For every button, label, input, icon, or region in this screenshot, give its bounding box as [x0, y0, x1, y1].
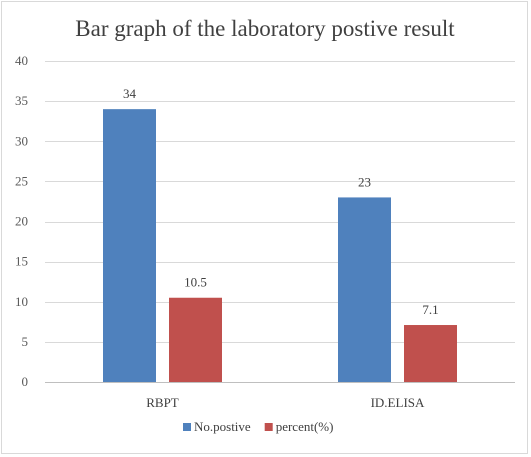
y-tick-label: 5	[22, 334, 29, 349]
y-tick-label: 15	[15, 254, 28, 269]
y-tick-label: 25	[15, 173, 28, 188]
category-label: RBPT	[146, 395, 179, 410]
y-axis-tick-labels: 0 5 10 15 20 25 30 35 40	[15, 53, 28, 389]
bar-id-elisa-series-1	[338, 197, 391, 382]
data-label: 23	[358, 174, 371, 189]
legend-label: percent(%)	[276, 419, 334, 434]
y-tick-label: 30	[15, 133, 28, 148]
category-labels: RBPT ID.ELISA	[146, 395, 425, 410]
category-label: ID.ELISA	[371, 395, 425, 410]
legend-swatch	[264, 423, 273, 431]
data-label: 10.5	[184, 275, 207, 290]
y-tick-label: 40	[15, 53, 28, 68]
y-tick-label: 20	[15, 214, 28, 229]
legend: No.postive percent(%)	[183, 419, 333, 434]
y-tick-label: 0	[22, 374, 29, 389]
legend-swatch	[183, 423, 191, 431]
data-labels: 34 10.5 23 7.1	[123, 86, 439, 317]
bar-rbpt-series-2	[169, 297, 222, 382]
legend-label: No.postive	[194, 419, 251, 434]
chart-title: Bar graph of the laboratory postive resu…	[75, 16, 455, 41]
bar-rbpt-series-1	[103, 109, 156, 383]
data-label: 34	[123, 86, 137, 101]
y-tick-label: 10	[15, 294, 28, 309]
y-tick-label: 35	[15, 93, 28, 108]
bars	[103, 109, 457, 383]
data-label: 7.1	[422, 302, 438, 317]
bar-id-elisa-series-2	[404, 325, 457, 382]
